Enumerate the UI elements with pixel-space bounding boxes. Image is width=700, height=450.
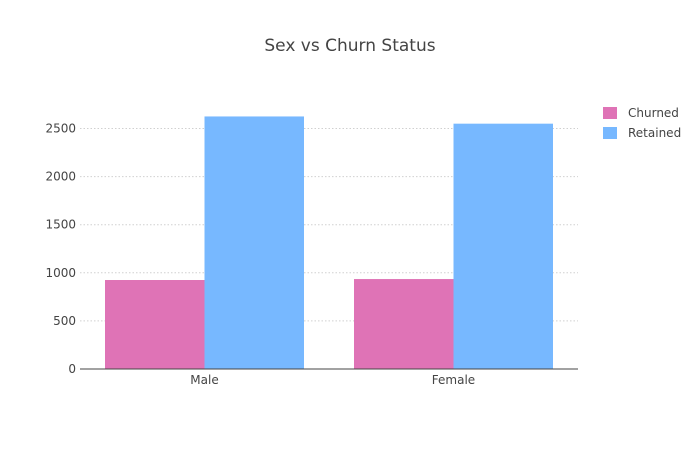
legend-item-retained[interactable]: Retained	[603, 126, 681, 140]
y-tick-label: 500	[53, 314, 76, 328]
legend-item-churned[interactable]: Churned	[603, 106, 679, 120]
y-tick-label: 1000	[45, 266, 76, 280]
legend-swatch	[603, 127, 617, 139]
y-tick-label: 0	[68, 362, 76, 376]
chart-title: Sex vs Churn Status	[264, 36, 435, 56]
bar-retained-male[interactable]	[204, 116, 305, 369]
legend-label: Churned	[628, 106, 679, 120]
axes: 0 500 1000 1500 2000 2500 Male Female	[45, 121, 578, 387]
bar-churned-male[interactable]	[105, 280, 205, 369]
y-tick-label: 2500	[45, 121, 76, 135]
legend-label: Retained	[628, 126, 681, 140]
x-tick-label: Female	[432, 373, 475, 387]
bar-retained-female[interactable]	[453, 123, 554, 369]
bars	[105, 116, 553, 369]
x-tick-label: Male	[190, 373, 218, 387]
bar-churned-female[interactable]	[354, 279, 454, 369]
legend[interactable]: Churned Retained	[603, 106, 681, 140]
y-tick-label: 1500	[45, 218, 76, 232]
y-tick-label: 2000	[45, 170, 76, 184]
gridlines	[80, 127, 578, 322]
legend-swatch	[603, 107, 617, 119]
